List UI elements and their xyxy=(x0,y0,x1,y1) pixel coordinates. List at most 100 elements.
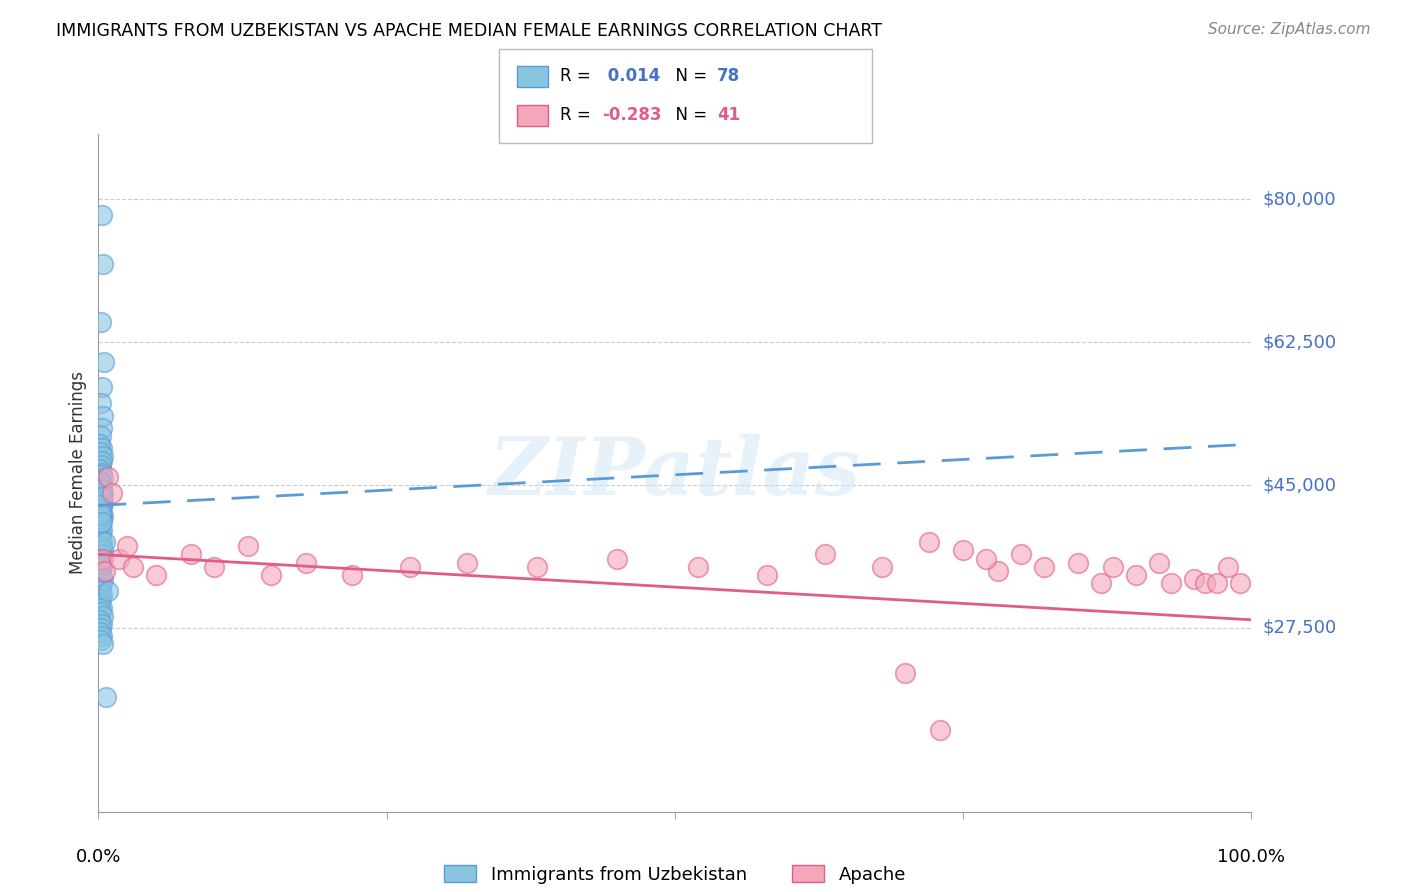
Text: N =: N = xyxy=(665,68,713,86)
Point xyxy=(89,482,111,496)
Point xyxy=(89,556,111,570)
Point xyxy=(90,629,112,643)
Text: $62,500: $62,500 xyxy=(1263,333,1337,351)
Text: ZIPatlas: ZIPatlas xyxy=(489,434,860,511)
Point xyxy=(952,543,974,558)
Point xyxy=(90,421,112,435)
Text: $45,000: $45,000 xyxy=(1263,476,1337,494)
Text: $80,000: $80,000 xyxy=(1263,190,1336,208)
Text: 100.0%: 100.0% xyxy=(1218,848,1285,866)
Point xyxy=(117,539,138,553)
Point xyxy=(1067,556,1090,570)
Point xyxy=(145,567,167,582)
Point xyxy=(90,458,112,472)
Text: IMMIGRANTS FROM UZBEKISTAN VS APACHE MEDIAN FEMALE EARNINGS CORRELATION CHART: IMMIGRANTS FROM UZBEKISTAN VS APACHE MED… xyxy=(56,22,882,40)
Point xyxy=(1160,576,1182,591)
Text: -0.283: -0.283 xyxy=(602,106,661,124)
Text: 0.0%: 0.0% xyxy=(76,848,121,866)
Point xyxy=(90,488,112,502)
Point xyxy=(90,482,112,496)
Point xyxy=(1032,559,1054,574)
Point xyxy=(90,429,112,443)
Point xyxy=(756,567,779,582)
Point xyxy=(89,461,111,475)
Point xyxy=(97,584,120,599)
Point xyxy=(90,592,112,607)
Point xyxy=(90,442,112,456)
Point xyxy=(89,499,111,513)
Point xyxy=(91,496,114,510)
Text: R =: R = xyxy=(560,106,596,124)
Point xyxy=(122,559,145,574)
Point xyxy=(89,474,111,488)
Point xyxy=(1182,572,1205,586)
Point xyxy=(90,564,112,578)
Point xyxy=(238,539,260,553)
Point xyxy=(89,502,111,516)
Legend: Immigrants from Uzbekistan, Apache: Immigrants from Uzbekistan, Apache xyxy=(436,857,914,891)
Point xyxy=(90,480,112,494)
Point xyxy=(1125,567,1147,582)
Point xyxy=(1229,576,1251,591)
Point xyxy=(917,535,939,549)
Point xyxy=(89,584,111,599)
Point xyxy=(90,539,112,553)
Point xyxy=(90,209,112,223)
Text: 78: 78 xyxy=(717,68,740,86)
Point xyxy=(97,470,120,484)
Point xyxy=(90,535,112,549)
Point xyxy=(90,548,112,562)
Point xyxy=(89,519,111,533)
Point xyxy=(90,523,112,537)
Point xyxy=(89,625,111,640)
Text: R =: R = xyxy=(560,68,596,86)
Point xyxy=(90,559,112,574)
Point xyxy=(90,621,112,635)
Point xyxy=(180,548,202,562)
Point xyxy=(974,551,997,566)
Point xyxy=(90,466,112,480)
Point xyxy=(1147,556,1170,570)
Point xyxy=(90,445,112,459)
Point xyxy=(91,471,114,485)
Text: Source: ZipAtlas.com: Source: ZipAtlas.com xyxy=(1208,22,1371,37)
Point xyxy=(1090,576,1112,591)
Point xyxy=(90,588,112,602)
Point xyxy=(90,600,112,615)
Point xyxy=(456,556,478,570)
Point xyxy=(606,551,628,566)
Point xyxy=(90,580,112,594)
Point xyxy=(1194,576,1216,591)
Point xyxy=(90,468,112,483)
Point xyxy=(91,608,114,623)
Point xyxy=(814,548,837,562)
Point xyxy=(90,396,112,410)
Point xyxy=(90,616,112,631)
Point xyxy=(1205,576,1227,591)
Point xyxy=(1102,559,1125,574)
Point xyxy=(526,559,548,574)
Point xyxy=(90,633,112,648)
Point xyxy=(89,437,111,451)
Text: 41: 41 xyxy=(717,106,740,124)
Point xyxy=(90,515,112,529)
Point xyxy=(894,665,917,680)
Point xyxy=(96,690,118,705)
Point xyxy=(90,380,112,394)
Point xyxy=(90,490,112,504)
Point xyxy=(90,605,112,619)
Point xyxy=(89,531,111,545)
Y-axis label: Median Female Earnings: Median Female Earnings xyxy=(69,371,87,574)
Point xyxy=(90,515,112,529)
Point xyxy=(91,572,114,586)
Point xyxy=(91,637,114,651)
Point xyxy=(108,551,131,566)
Point xyxy=(91,551,114,566)
Point xyxy=(94,535,117,549)
Point xyxy=(872,559,894,574)
Point xyxy=(89,597,111,611)
Point xyxy=(90,453,112,467)
Point xyxy=(929,723,952,737)
Point xyxy=(91,509,114,524)
Point xyxy=(90,527,112,541)
